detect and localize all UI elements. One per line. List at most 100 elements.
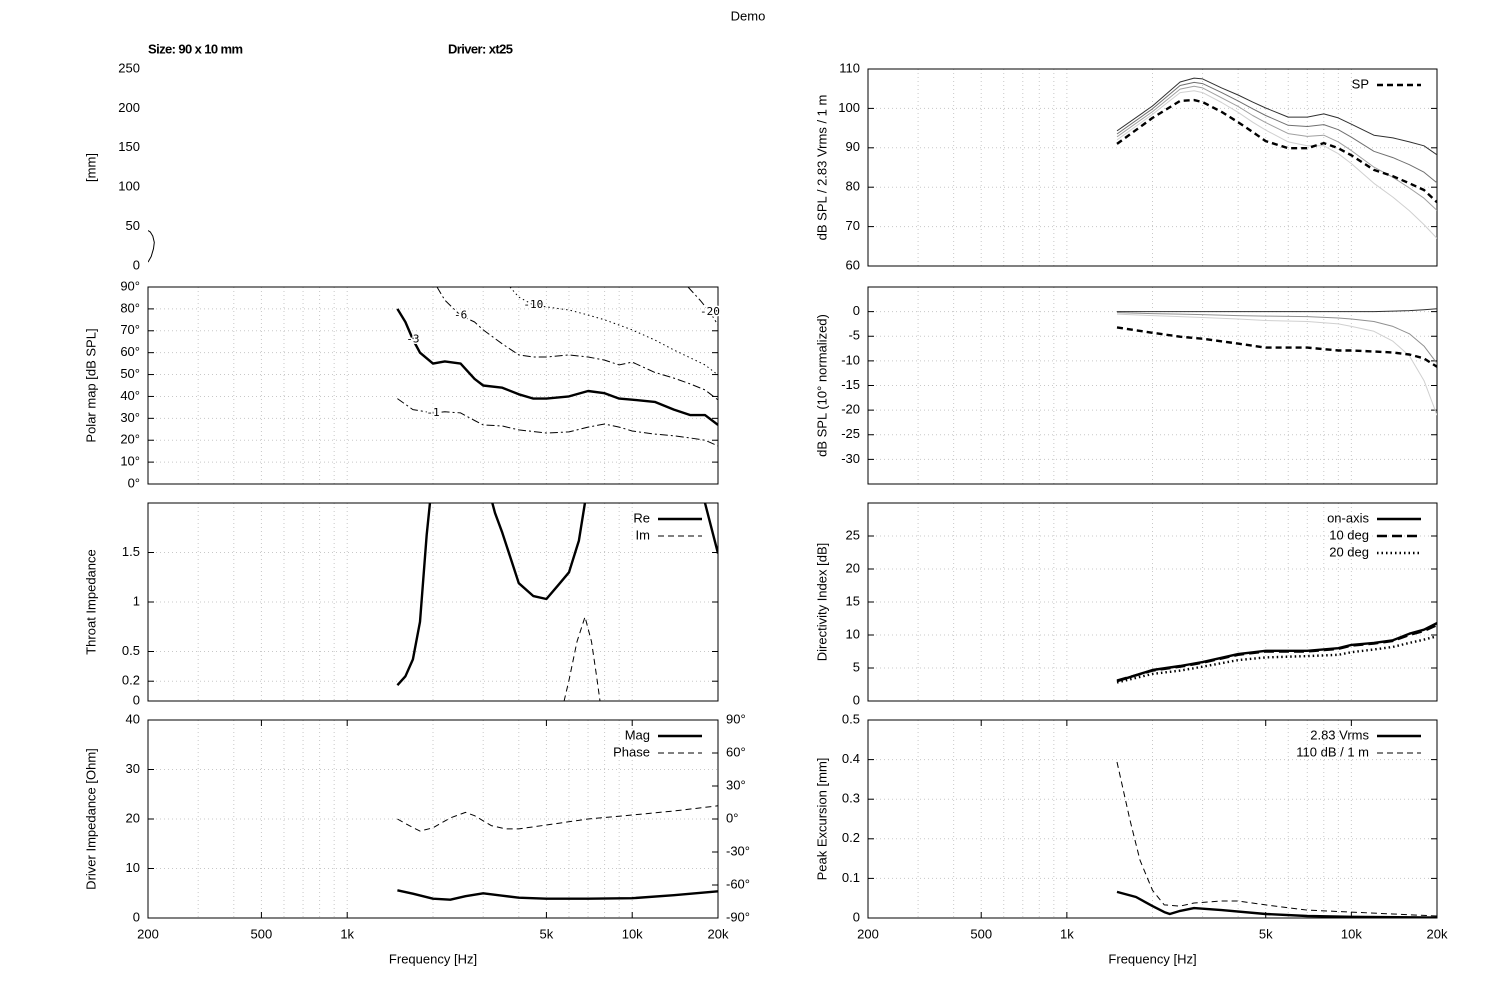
y-tick-label: 25	[846, 527, 860, 542]
y-tick-label: 0.2	[842, 830, 860, 845]
y-tick-label: -5	[848, 328, 860, 343]
y-tick-label: 0.3	[842, 791, 860, 806]
y2-tick-label: 30°	[726, 777, 746, 792]
y-axis-label: Directivity Index [dB]	[814, 543, 829, 662]
plot-frame	[147, 502, 719, 702]
y-tick-label: 0	[853, 692, 860, 707]
y-axis-label: Throat Impedance	[83, 549, 98, 655]
y-tick-label: 30	[126, 761, 140, 776]
y-axis-label: Peak Excursion [mm]	[814, 758, 829, 881]
series-line	[1116, 761, 1437, 917]
y-tick-label: 200	[118, 100, 140, 115]
series-line	[1116, 81, 1437, 184]
y-tick-label: 5	[853, 659, 860, 674]
plot-frame	[147, 719, 719, 919]
contour-label: -1	[426, 406, 439, 419]
y-tick-label: 110	[839, 60, 860, 75]
legend-label: 10 deg	[1329, 527, 1369, 542]
y-tick-label: -25	[841, 426, 860, 441]
y2-tick-label: 60°	[726, 744, 746, 759]
y-tick-label: 150	[118, 139, 140, 154]
y-tick-label: -10	[841, 352, 860, 367]
y-tick-label: 0.4	[842, 751, 860, 766]
y-tick-label: 10	[126, 860, 140, 875]
y-tick-label: 0	[133, 909, 140, 924]
plot-frame	[867, 68, 1438, 267]
legend-label: 20 deg	[1329, 544, 1369, 559]
legend-label: Im	[636, 527, 650, 542]
legend-label: Phase	[613, 744, 650, 759]
series-line	[397, 889, 718, 901]
y2-tick-label: 0°	[726, 810, 738, 825]
y-tick-label: 10	[846, 626, 860, 641]
y-tick-label: 40°	[120, 388, 140, 403]
x-tick-label: 500	[251, 926, 273, 941]
series-line	[148, 230, 155, 263]
y-tick-label: -30	[841, 451, 860, 466]
x-tick-label: 200	[857, 926, 879, 941]
series-line	[509, 287, 718, 376]
y-tick-label: 70	[846, 218, 860, 233]
y-tick-label: 0	[853, 303, 860, 318]
y-tick-label: 0	[133, 257, 140, 272]
y-tick-label: 40	[126, 711, 140, 726]
plot-frame	[867, 502, 1438, 702]
y-tick-label: 0.1	[842, 870, 860, 885]
annotation: Driver: xt25	[448, 41, 513, 56]
series-line	[1116, 635, 1437, 684]
legend-label: Mag	[625, 727, 650, 742]
x-axis-label: Frequency [Hz]	[389, 951, 477, 966]
x-tick-label: 500	[970, 926, 992, 941]
y-tick-label: 20°	[120, 432, 140, 447]
y-tick-label: 60°	[120, 344, 140, 359]
plot-frame	[867, 286, 1438, 485]
series-line	[1116, 90, 1437, 239]
series-line	[1116, 313, 1437, 416]
x-tick-label: 10k	[1341, 926, 1362, 941]
y-tick-label: 20	[126, 810, 140, 825]
y-tick-label: 20	[846, 560, 860, 575]
x-axis-label: Frequency [Hz]	[1108, 951, 1196, 966]
series-line	[397, 398, 718, 447]
y-axis-label: [mm]	[83, 153, 98, 182]
series-line	[397, 805, 718, 832]
y-tick-label: 1.5	[122, 544, 140, 559]
y-tick-label: 60	[846, 257, 860, 272]
y-tick-label: 0.2	[122, 673, 140, 688]
y-axis-label: Driver Impedance [Ohm]	[83, 748, 98, 890]
annotation: Size: 90 x 10 mm	[148, 41, 242, 56]
y2-tick-label: 90°	[726, 711, 746, 726]
legend-label: SP	[1352, 76, 1369, 91]
y-tick-label: 100	[118, 179, 140, 194]
y2-tick-label: -60°	[726, 876, 750, 891]
contour-label: -10	[523, 298, 543, 311]
y2-tick-label: -30°	[726, 843, 750, 858]
y-tick-label: 30°	[120, 410, 140, 425]
contour-label: -20	[700, 305, 720, 318]
x-tick-label: 20k	[1427, 926, 1448, 941]
y-tick-label: 0	[853, 909, 860, 924]
x-tick-label: 1k	[340, 926, 354, 941]
series-line	[1116, 890, 1437, 918]
x-tick-label: 5k	[1259, 926, 1273, 941]
series-line	[396, 503, 718, 687]
y-tick-label: 0.5	[842, 711, 860, 726]
legend-label: 110 dB / 1 m	[1296, 744, 1369, 759]
series-line	[1116, 312, 1437, 364]
series-line	[1116, 77, 1437, 156]
x-tick-label: 10k	[622, 926, 643, 941]
y-tick-label: -20	[841, 402, 860, 417]
y-tick-label: 0°	[128, 475, 140, 490]
series-line	[1116, 98, 1437, 204]
series-line	[1117, 308, 1437, 313]
y-tick-label: 15	[846, 593, 860, 608]
y-tick-label: 50°	[120, 366, 140, 381]
figure-title: Demo	[731, 8, 766, 23]
legend-label: on-axis	[1327, 510, 1369, 525]
y2-tick-label: -90°	[726, 909, 750, 924]
x-tick-label: 200	[137, 926, 159, 941]
legend-label: Re	[633, 510, 650, 525]
y-tick-label: 80	[846, 179, 860, 194]
series-line	[563, 616, 601, 701]
